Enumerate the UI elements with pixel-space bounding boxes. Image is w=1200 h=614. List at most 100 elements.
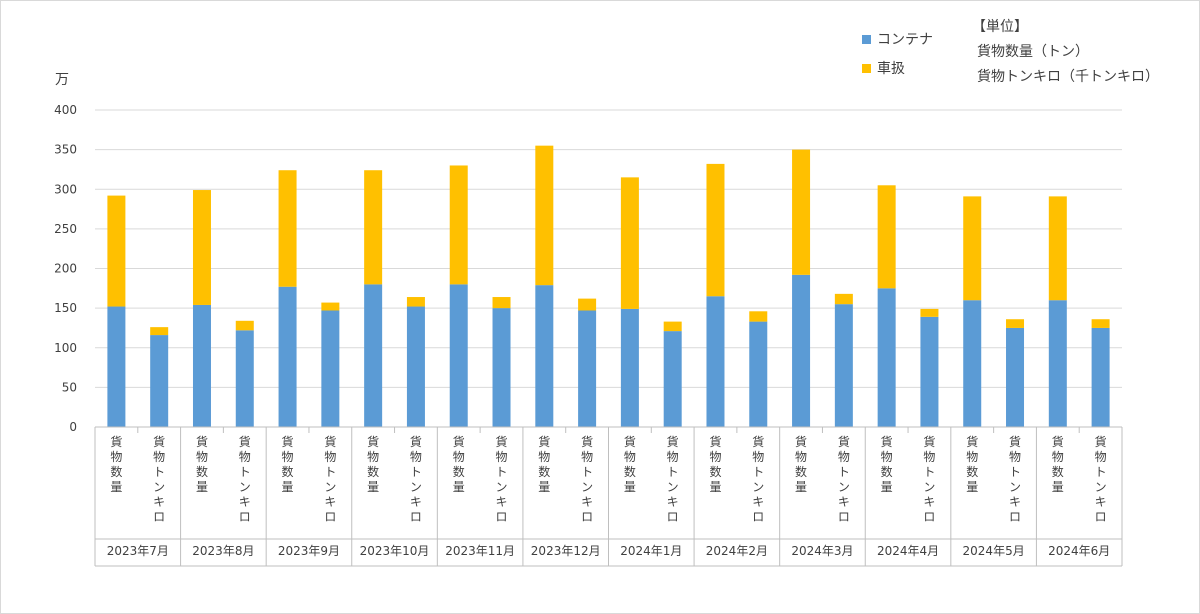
x-subcategory-label: 貨物トンキロ [153, 434, 165, 524]
bars [107, 145, 1110, 427]
x-month-label: 2024年3月 [791, 544, 853, 558]
bar-wagon [1091, 319, 1110, 328]
bar-container [706, 296, 725, 427]
unit-note: 【単位】 貨物数量（トン） 貨物トンキロ（千トンキロ） [972, 19, 1159, 85]
bar-container [321, 310, 340, 427]
unit-note-line-2: 貨物トンキロ（千トンキロ） [977, 68, 1159, 85]
y-tick-label: 50 [62, 380, 77, 394]
x-subcategory-label: 貨物数量 [196, 434, 208, 494]
y-tick-label: 250 [54, 222, 77, 236]
bar-container [578, 310, 597, 427]
legend-label-wagon: 車扱 [877, 60, 905, 77]
x-subcategory-label: 貨物数量 [709, 434, 721, 494]
x-subcategory-label: 貨物トンキロ [1009, 434, 1021, 524]
x-subcategory-label: 貨物数量 [624, 434, 636, 494]
bar-container [235, 330, 254, 427]
y-tick-label: 200 [54, 262, 77, 276]
bar-wagon [1048, 196, 1067, 301]
bar-wagon [578, 298, 597, 311]
bar-wagon [834, 293, 853, 305]
bar-container [1048, 300, 1067, 427]
bar-container [278, 286, 297, 427]
bar-wagon [920, 308, 939, 317]
y-tick-label: 100 [54, 341, 77, 355]
bar-wagon [706, 163, 725, 297]
bar-container [107, 306, 126, 427]
x-month-label: 2023年7月 [107, 544, 169, 558]
x-month-label: 2023年12月 [531, 544, 601, 558]
y-tick-label: 0 [69, 420, 77, 434]
bar-wagon [492, 297, 511, 309]
x-month-label: 2023年9月 [278, 544, 340, 558]
legend-swatch-wagon [862, 64, 871, 73]
x-subcategory-label: 貨物トンキロ [324, 434, 336, 524]
x-subcategory-label: 貨物トンキロ [667, 434, 679, 524]
legend-label-container: コンテナ [877, 32, 933, 48]
bar-container [192, 304, 211, 427]
y-tick-label: 300 [54, 182, 77, 196]
x-subcategory-label: 貨物数量 [966, 434, 978, 494]
bar-container [364, 284, 383, 427]
x-month-label: 2023年11月 [445, 544, 515, 558]
bar-wagon [192, 190, 211, 305]
bar-wagon [963, 196, 982, 301]
bar-wagon [278, 170, 297, 287]
bar-container [535, 285, 554, 427]
y-tick-label: 400 [54, 103, 77, 117]
x-month-label: 2024年1月 [620, 544, 682, 558]
bar-container [449, 284, 468, 427]
bar-wagon [1006, 319, 1025, 328]
x-month-label: 2024年5月 [963, 544, 1025, 558]
bar-wagon [877, 185, 896, 289]
bar-wagon [749, 311, 768, 322]
legend-swatch-container [862, 35, 871, 44]
bar-wagon [150, 327, 169, 336]
bar-wagon [449, 165, 468, 285]
x-subcategory-label: 貨物数量 [538, 434, 550, 494]
bar-container [406, 306, 425, 427]
bar-container [663, 331, 682, 427]
unit-note-line-1: 貨物数量（トン） [977, 43, 1089, 60]
bar-container [834, 304, 853, 427]
bar-wagon [321, 302, 340, 311]
bar-wagon [663, 321, 682, 332]
x-subcategory-label: 貨物数量 [1052, 434, 1064, 494]
bar-wagon [235, 320, 254, 331]
bar-container [963, 300, 982, 427]
x-subcategory-label: 貨物トンキロ [496, 434, 508, 524]
bar-container [492, 308, 511, 427]
x-month-label: 2023年8月 [192, 544, 254, 558]
bar-wagon [620, 177, 639, 309]
axes: 0 50 100 150 200 250 300 350 400 貨物数量 貨物トンキロ 2023年7… [54, 103, 1123, 567]
x-month-label: 2024年6月 [1048, 544, 1110, 558]
x-month-label: 2024年4月 [877, 544, 939, 558]
x-subcategory-label: 貨物数量 [881, 434, 893, 494]
bar-container [150, 335, 169, 427]
x-subcategory-label: 貨物トンキロ [838, 434, 850, 524]
x-month-label: 2023年10月 [360, 544, 430, 558]
x-subcategory-label: 貨物数量 [453, 434, 465, 494]
bar-container [620, 308, 639, 427]
bar-wagon [792, 149, 811, 275]
x-subcategory-label: 貨物数量 [367, 434, 379, 494]
x-subcategory-label: 貨物数量 [795, 434, 807, 494]
unit-note-title: 【単位】 [972, 19, 1028, 35]
bar-container [877, 288, 896, 427]
y-tick-label: 350 [54, 143, 77, 157]
x-subcategory-label: 貨物トンキロ [581, 434, 593, 524]
bar-wagon [535, 145, 554, 286]
bar-container [792, 274, 811, 427]
y-unit-label: 万 [55, 72, 69, 88]
x-month-label: 2024年2月 [706, 544, 768, 558]
x-subcategory-label: 貨物トンキロ [1095, 434, 1107, 524]
x-subcategory-label: 貨物数量 [282, 434, 294, 494]
x-subcategory-label: 貨物トンキロ [239, 434, 251, 524]
bar-wagon [107, 195, 126, 307]
bar-container [920, 316, 939, 427]
bar-wagon [406, 297, 425, 307]
bar-wagon [364, 170, 383, 285]
x-subcategory-label: 貨物トンキロ [752, 434, 764, 524]
bar-container [1091, 327, 1110, 427]
legend: コンテナ 車扱 [862, 32, 933, 77]
bar-container [749, 321, 768, 427]
